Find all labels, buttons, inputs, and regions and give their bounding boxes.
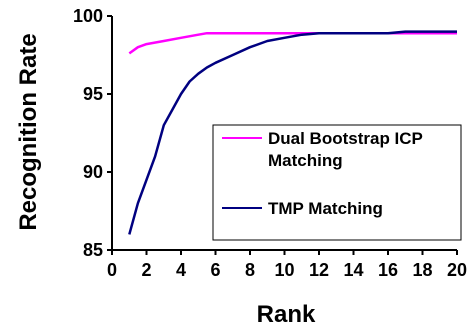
x-tick-label: 10 bbox=[274, 260, 294, 280]
plot-area: 85 90 95 100 0 2 4 6 8 10 12 14 16 18 20 bbox=[73, 6, 467, 280]
x-tick-label: 8 bbox=[245, 260, 255, 280]
legend-box bbox=[212, 124, 462, 241]
y-ticks: 85 90 95 100 bbox=[73, 6, 112, 260]
x-tick-label: 0 bbox=[107, 260, 117, 280]
x-tick-label: 16 bbox=[378, 260, 398, 280]
legend-label-dual-bootstrap-line1: Dual Bootstrap ICP bbox=[268, 129, 423, 148]
y-tick-label: 95 bbox=[83, 84, 103, 104]
x-tick-label: 2 bbox=[141, 260, 151, 280]
series-lines bbox=[128, 30, 457, 235]
y-tick-label: 85 bbox=[83, 240, 103, 260]
x-tick-label: 12 bbox=[309, 260, 329, 280]
x-tick-label: 18 bbox=[412, 260, 432, 280]
x-axis-title: Rank bbox=[257, 301, 316, 328]
x-tick-label: 14 bbox=[343, 260, 363, 280]
x-tick-label: 4 bbox=[176, 260, 186, 280]
y-tick-label: 100 bbox=[73, 6, 103, 26]
x-tick-label: 20 bbox=[447, 260, 467, 280]
y-axis-title: Recognition Rate bbox=[15, 33, 42, 230]
legend-label-tmp: TMP Matching bbox=[268, 199, 383, 218]
legend: Dual Bootstrap ICP Matching TMP Matching bbox=[212, 124, 462, 241]
x-tick-label: 6 bbox=[210, 260, 220, 280]
x-ticks: 0 2 4 6 8 10 12 14 16 18 20 bbox=[107, 250, 467, 280]
legend-label-dual-bootstrap-line2: Matching bbox=[268, 151, 343, 170]
y-tick-label: 90 bbox=[83, 162, 103, 182]
series-line-tmp bbox=[128, 30, 457, 235]
